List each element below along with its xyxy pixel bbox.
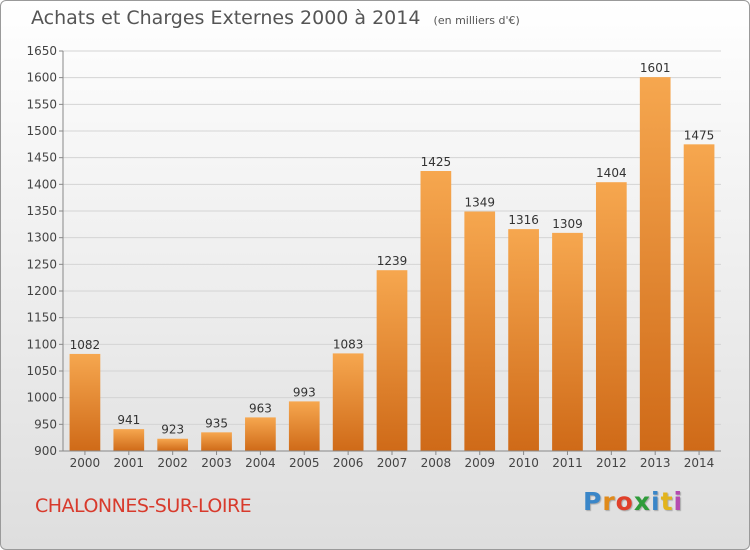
data-label: 923 — [161, 423, 184, 437]
data-label: 1239 — [377, 254, 408, 268]
data-label: 1475 — [684, 128, 715, 142]
bar — [508, 229, 539, 451]
bar — [464, 211, 496, 451]
bar — [420, 171, 452, 451]
data-label: 1425 — [421, 155, 452, 169]
data-label: 1349 — [464, 196, 495, 210]
y-tick-label: 1550 — [26, 97, 57, 111]
logo-letter: r — [602, 487, 616, 516]
x-tick-label: 2008 — [421, 456, 452, 470]
y-tick-label: 1050 — [26, 364, 57, 378]
bar — [376, 270, 408, 451]
proxiti-logo: Proxiti — [583, 487, 683, 516]
commune-name: CHALONNES-SUR-LOIRE — [35, 495, 252, 517]
logo-letter: i — [651, 487, 661, 516]
data-label: 1309 — [552, 217, 583, 231]
y-tick-label: 1250 — [26, 257, 57, 271]
y-tick-label: 1300 — [26, 231, 57, 245]
y-tick-label: 1350 — [26, 204, 57, 218]
logo-letter: i — [673, 487, 684, 516]
x-tick-label: 2013 — [640, 456, 671, 470]
x-axis-ticks: 2000 2001 2002 2003 2004 2005 2006 2007 2008 2009… — [63, 450, 721, 470]
x-tick-label: 2010 — [508, 456, 539, 470]
title-row: Achats et Charges Externes 2000 à 2014 (… — [31, 7, 520, 29]
bar — [288, 401, 320, 451]
x-tick-label: 2000 — [70, 456, 101, 470]
bar — [332, 353, 364, 451]
data-label: 941 — [117, 413, 140, 427]
bar — [113, 429, 145, 451]
bars — [69, 77, 715, 452]
data-label: 963 — [249, 401, 272, 415]
data-label: 935 — [205, 416, 228, 430]
data-label: 1316 — [508, 213, 539, 227]
y-tick-label: 1000 — [26, 391, 57, 405]
y-tick-label: 1650 — [26, 44, 57, 58]
y-tick-label: 1450 — [26, 151, 57, 165]
data-label: 1082 — [70, 338, 101, 352]
data-label: 1601 — [640, 61, 671, 75]
logo-letter: o — [615, 487, 634, 516]
data-label: 993 — [293, 385, 316, 399]
y-tick-label: 1400 — [26, 177, 57, 191]
y-tick-label: 1600 — [26, 71, 57, 85]
x-tick-label: 2011 — [552, 456, 583, 470]
y-axis-ticks: 900 950 1000 1050 1100 1150 1200 1250 1300 1350 14… — [26, 44, 64, 458]
x-tick-label: 2001 — [114, 456, 145, 470]
x-tick-label: 2009 — [464, 456, 495, 470]
x-tick-label: 2002 — [157, 456, 188, 470]
x-tick-label: 2012 — [596, 456, 627, 470]
logo-letter: x — [633, 487, 651, 516]
bar — [157, 438, 189, 451]
bar — [201, 432, 232, 451]
x-tick-label: 2004 — [245, 456, 276, 470]
bar — [552, 232, 583, 451]
y-tick-label: 1150 — [26, 311, 57, 325]
y-tick-label: 1100 — [26, 337, 57, 351]
bar — [69, 353, 101, 451]
y-tick-label: 1200 — [26, 284, 57, 298]
chart-title: Achats et Charges Externes 2000 à 2014 — [31, 7, 421, 29]
x-tick-label: 2005 — [289, 456, 320, 470]
chart-unit: (en milliers d'€) — [433, 14, 520, 27]
logo-letter: P — [583, 487, 603, 516]
y-tick-label: 1500 — [26, 124, 57, 138]
x-tick-label: 2003 — [201, 456, 232, 470]
bar — [683, 144, 715, 452]
bar — [245, 417, 276, 451]
x-tick-label: 2007 — [377, 456, 408, 470]
data-label: 1404 — [596, 166, 627, 180]
data-label: 1083 — [333, 337, 364, 351]
bar — [639, 77, 671, 451]
y-tick-label: 950 — [34, 417, 57, 431]
x-tick-label: 2006 — [333, 456, 364, 470]
y-tick-label: 900 — [34, 444, 57, 458]
data-labels: 1082 941 923 935 963 993 1083 1239 1425 1349 1316 1… — [70, 61, 715, 437]
bar — [595, 182, 627, 451]
x-tick-label: 2014 — [684, 456, 715, 470]
logo-letter: t — [660, 487, 674, 516]
